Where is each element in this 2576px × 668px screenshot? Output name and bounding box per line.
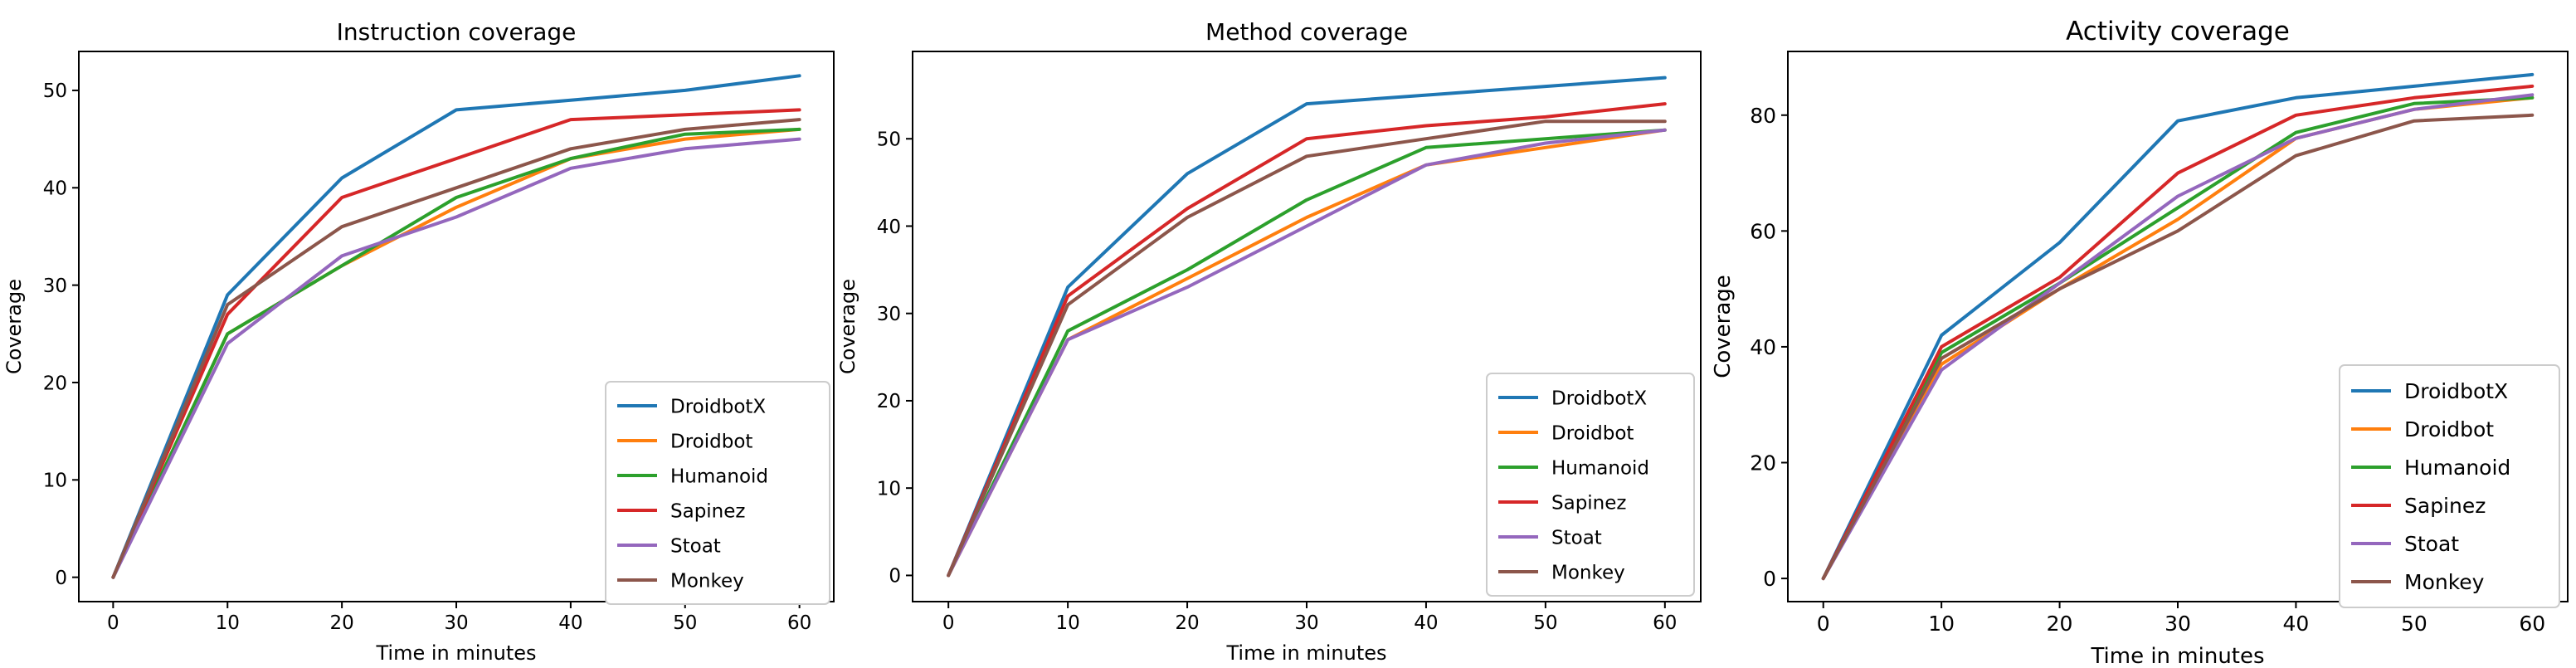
legend: DroidbotX Droidbot Humanoid Sapinez Stoat Mon… <box>2339 364 2560 608</box>
y-tick-label: 20 <box>1750 451 1776 475</box>
series-line-droidbotx <box>947 76 1667 578</box>
series-group <box>111 74 801 579</box>
series-line-stoat <box>1821 93 2535 581</box>
chart-3: Activity coverage 0 10 20 30 40 50 60 0 20 40 60 80 T… <box>1711 17 2569 668</box>
y-tick-label: 80 <box>1750 104 1776 128</box>
y-axis-title: Coverage <box>2 279 26 374</box>
y-tick-label: 40 <box>877 217 901 238</box>
x-tick-label: 20 <box>329 612 353 634</box>
x-tick-label: 40 <box>2283 612 2310 636</box>
legend-label: Monkey <box>1551 562 1625 583</box>
series-line-droidbotx <box>1821 72 2535 581</box>
y-tick-label: 0 <box>1763 567 1776 591</box>
x-tick-label: 0 <box>1817 612 1830 636</box>
x-tick-label: 60 <box>787 612 811 634</box>
series-line-sapinez <box>1821 84 2535 581</box>
legend-label: DroidbotX <box>670 396 766 417</box>
legend-label: Humanoid <box>670 466 768 487</box>
y-tick-label: 0 <box>889 566 901 588</box>
x-tick-label: 30 <box>444 612 468 634</box>
series-line-monkey <box>111 118 801 579</box>
y-tick-label: 20 <box>43 373 67 394</box>
y-axis-title: Coverage <box>1711 275 1736 378</box>
series-line-stoat <box>111 137 801 579</box>
y-tick-label: 30 <box>43 275 67 297</box>
y-tick-label: 20 <box>877 391 901 412</box>
series-group <box>947 76 1667 578</box>
legend-label: Droidbot <box>670 431 752 452</box>
y-tick-label: 50 <box>877 129 901 151</box>
legend-label: Droidbot <box>1551 422 1634 444</box>
y-tick-label: 0 <box>55 568 67 589</box>
legend-label: DroidbotX <box>1551 388 1647 409</box>
x-axis-title: Time in minutes <box>375 641 536 665</box>
legend-label: Monkey <box>2404 570 2485 594</box>
x-tick-label: 20 <box>1175 612 1199 634</box>
legend-label: Stoat <box>2404 532 2459 556</box>
y-tick-label: 10 <box>43 471 67 492</box>
legend-label: Stoat <box>670 535 721 557</box>
legend-label: Sapinez <box>670 500 745 522</box>
legend-box <box>2339 364 2560 608</box>
y-tick-label: 40 <box>43 178 67 200</box>
y-tick-label: 50 <box>43 80 67 102</box>
series-line-humanoid <box>1821 95 2535 581</box>
chart-title: Activity coverage <box>2066 17 2290 46</box>
x-tick-label: 10 <box>1055 612 1079 634</box>
x-tick-label: 40 <box>558 612 582 634</box>
chart-1: Instruction coverage 0 10 20 30 40 50 60 0 10 20 30… <box>2 18 835 665</box>
series-line-sapinez <box>947 102 1667 578</box>
x-tick-label: 20 <box>2047 612 2073 636</box>
x-tick-label: 60 <box>1653 612 1677 634</box>
x-tick-label: 30 <box>1294 612 1318 634</box>
legend-label: Monkey <box>670 570 744 592</box>
y-tick-label: 40 <box>1750 335 1776 359</box>
legend-label: Sapinez <box>1551 492 1626 514</box>
series-line-monkey <box>1821 113 2535 581</box>
x-tick-label: 10 <box>216 612 240 634</box>
legend-label: Droidbot <box>2404 417 2494 441</box>
legend-label: Humanoid <box>1551 457 1649 479</box>
legend: DroidbotX Droidbot Humanoid Sapinez Stoat Mon… <box>605 381 830 605</box>
x-tick-label: 0 <box>942 612 955 634</box>
y-tick-label: 10 <box>877 478 901 500</box>
legend-label: Humanoid <box>2404 456 2510 480</box>
series-line-monkey <box>947 119 1667 578</box>
chart-2: Method coverage 0 10 20 30 40 50 60 0 10 20 30 40 50 T… <box>836 18 1702 665</box>
x-tick-label: 30 <box>2165 612 2191 636</box>
series-line-humanoid <box>947 128 1667 578</box>
x-tick-label: 40 <box>1414 612 1438 634</box>
series-line-droidbotx <box>111 74 801 579</box>
y-axis-title: Coverage <box>836 279 859 374</box>
x-tick-label: 0 <box>107 612 119 634</box>
chart-title: Instruction coverage <box>337 18 577 46</box>
legend: DroidbotX Droidbot Humanoid Sapinez Stoat Mon… <box>1486 373 1695 597</box>
legend-label: Stoat <box>1551 527 1602 549</box>
series-group <box>1821 72 2535 581</box>
chart-title: Method coverage <box>1205 18 1408 46</box>
x-tick-label: 50 <box>2401 612 2427 636</box>
legend-box <box>1486 373 1695 597</box>
y-tick-label: 30 <box>877 304 901 325</box>
x-tick-label: 10 <box>1928 612 1955 636</box>
x-axis-title: Time in minutes <box>2090 644 2264 668</box>
x-tick-label: 60 <box>2519 612 2545 636</box>
legend-box <box>605 381 830 605</box>
y-tick-label: 60 <box>1750 219 1776 243</box>
x-tick-label: 50 <box>673 612 697 634</box>
series-line-sapinez <box>111 108 801 579</box>
series-line-stoat <box>947 128 1667 578</box>
legend-label: DroidbotX <box>2404 379 2508 403</box>
x-tick-label: 50 <box>1533 612 1557 634</box>
series-line-humanoid <box>111 127 801 579</box>
legend-label: Sapinez <box>2404 494 2486 518</box>
x-axis-title: Time in minutes <box>1225 641 1386 665</box>
